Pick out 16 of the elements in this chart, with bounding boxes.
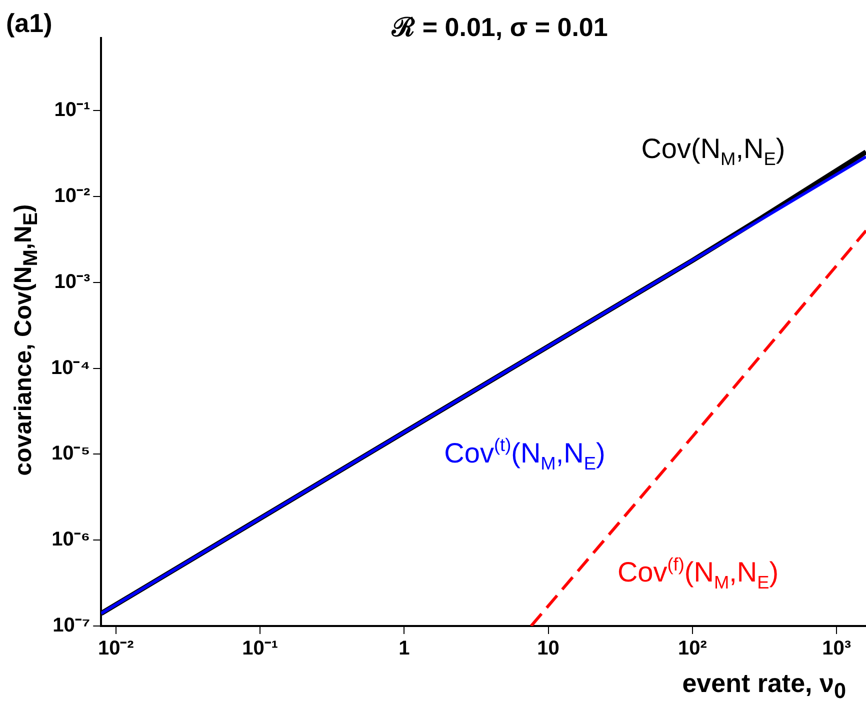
x-tick-label: 10² [678, 638, 708, 660]
y-tick-label: 10⁻⁴ [51, 356, 90, 379]
x-tick-label: 10 [537, 638, 560, 660]
y-tick-label: 10⁻² [54, 185, 90, 208]
text: (a1) [6, 8, 52, 39]
y-tick-label: 10⁻³ [54, 270, 90, 293]
x-tick-label: 1 [398, 638, 410, 660]
y-tick-label: 10⁻⁷ [52, 614, 90, 637]
chart-title: ℛ = 0.01, σ = 0.01 [390, 11, 609, 44]
x-axis-title: event rate, ν$_{0}$ [682, 668, 846, 704]
y-tick-label: 10⁻¹ [54, 99, 90, 122]
y-tick-label: 10⁻⁶ [52, 528, 90, 551]
y-tick-label: 10⁻⁵ [52, 442, 90, 465]
x-tick-label: 10³ [822, 638, 852, 660]
x-tick-label: 10⁻² [98, 638, 134, 660]
x-tick-label: 10⁻¹ [242, 638, 278, 660]
